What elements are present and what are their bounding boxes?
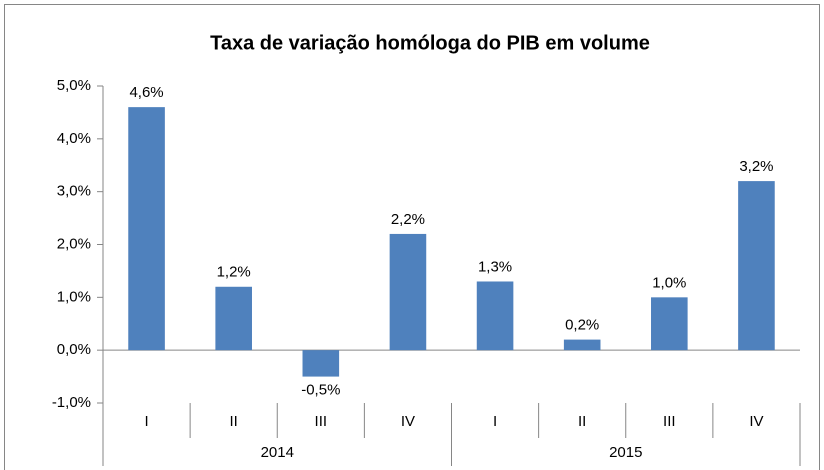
value-label: 4,6% — [129, 84, 163, 101]
value-label: 1,0% — [652, 274, 686, 291]
x-tick-label: I — [493, 413, 497, 430]
group-label: 2014 — [261, 444, 294, 461]
bar — [389, 233, 427, 351]
bar — [476, 281, 514, 351]
y-tick-label: 1,0% — [57, 288, 91, 305]
value-label: 1,3% — [478, 258, 512, 275]
y-tick-label: 4,0% — [57, 130, 91, 147]
x-tick-label: I — [144, 413, 148, 430]
y-tick-label: 2,0% — [57, 235, 91, 252]
value-label: 3,2% — [739, 158, 773, 175]
x-tick-label: IV — [749, 413, 763, 430]
bar — [563, 339, 601, 351]
bar — [128, 107, 165, 351]
bar — [738, 181, 775, 351]
bar — [302, 350, 340, 377]
value-label: 0,2% — [565, 317, 599, 334]
value-label: 2,2% — [391, 211, 425, 228]
y-tick-label: 0,0% — [57, 341, 91, 358]
y-tick-label: -1,0% — [52, 394, 91, 411]
value-label: 1,2% — [217, 264, 251, 281]
bar — [215, 286, 252, 351]
bar — [651, 297, 688, 351]
chart-title: Taxa de variação homóloga do PIB em volu… — [210, 32, 650, 54]
x-tick-label: III — [663, 413, 676, 430]
y-tick-label: 5,0% — [57, 77, 91, 94]
x-tick-label: III — [315, 413, 328, 430]
x-tick-label: II — [230, 413, 238, 430]
x-tick-label: II — [578, 413, 586, 430]
y-tick-label: 3,0% — [57, 183, 91, 200]
value-label: -0,5% — [301, 382, 340, 399]
chart-frame — [4, 4, 820, 470]
x-tick-label: IV — [401, 413, 415, 430]
group-label: 2015 — [609, 444, 642, 461]
